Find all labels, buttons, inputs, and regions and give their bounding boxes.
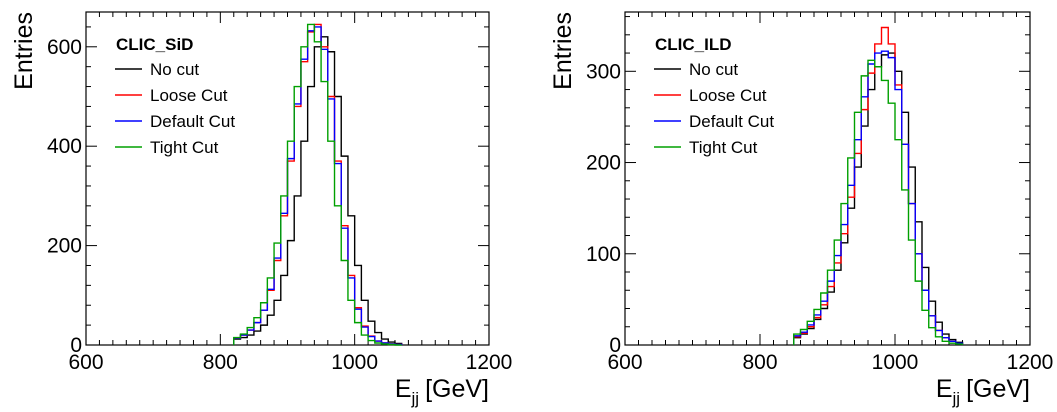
series-line-default-cut (793, 50, 964, 345)
y-axis-title: Entries (10, 12, 38, 90)
x-axis-title: Ejj [GeV] (395, 375, 489, 408)
x-axis-symbol: E (936, 375, 953, 403)
y-tick-label: 0 (609, 334, 621, 357)
legend-label: Tight Cut (689, 138, 758, 157)
legend-label: Default Cut (150, 112, 235, 131)
legend-label: Loose Cut (689, 86, 767, 105)
y-tick-label: 200 (586, 152, 621, 175)
x-tick-label: 1000 (331, 351, 378, 374)
legend-label: Tight Cut (150, 138, 219, 157)
x-axis-subscript: jj (952, 389, 961, 408)
series-line-default-cut (233, 26, 403, 346)
y-tick-label: 400 (47, 135, 82, 158)
x-tick-label: 800 (203, 351, 238, 374)
x-axis-symbol: E (395, 375, 412, 403)
chart-panel-ild: 600 800 1000 1200 0 100 200 300 CLIC_ILD No cut Lo… (549, 11, 1054, 408)
y-tick-label: 100 (586, 243, 621, 266)
y-tick-label: 600 (47, 36, 82, 59)
x-tick-label: 1200 (466, 351, 513, 374)
x-tick-label: 800 (742, 351, 777, 374)
legend-label: Default Cut (689, 112, 774, 131)
legend-label: Loose Cut (150, 86, 228, 105)
series-line-tight-cut (793, 59, 964, 345)
x-tick-label: 600 (607, 351, 642, 374)
x-axis-title: Ejj [GeV] (936, 375, 1030, 408)
y-tick-label: 200 (47, 235, 82, 258)
x-tick-label: 600 (68, 351, 103, 374)
y-axis-title: Entries (549, 12, 577, 90)
y-tick-label: 300 (586, 60, 621, 83)
series-line-loose-cut (793, 26, 964, 345)
legend-title: CLIC_ILD (655, 35, 732, 54)
x-tick-label: 1200 (1007, 351, 1054, 374)
series-line-no-cut (233, 36, 403, 345)
series-line-no-cut (793, 52, 964, 345)
y-tick-label: 0 (70, 334, 82, 357)
legend-label: No cut (689, 60, 738, 79)
x-axis-unit: [GeV] (966, 375, 1030, 403)
legend-label: No cut (150, 60, 199, 79)
legend-title: CLIC_SiD (116, 35, 193, 54)
chart-panel-sid: 600 800 1000 1200 0 200 400 600 CLIC_SiD No cut Lo… (10, 11, 513, 408)
x-axis-unit: [GeV] (425, 375, 489, 403)
series-line-tight-cut (233, 23, 402, 346)
x-axis-subscript: jj (411, 389, 420, 408)
x-tick-label: 1000 (872, 351, 919, 374)
series-line-loose-cut (233, 23, 403, 346)
